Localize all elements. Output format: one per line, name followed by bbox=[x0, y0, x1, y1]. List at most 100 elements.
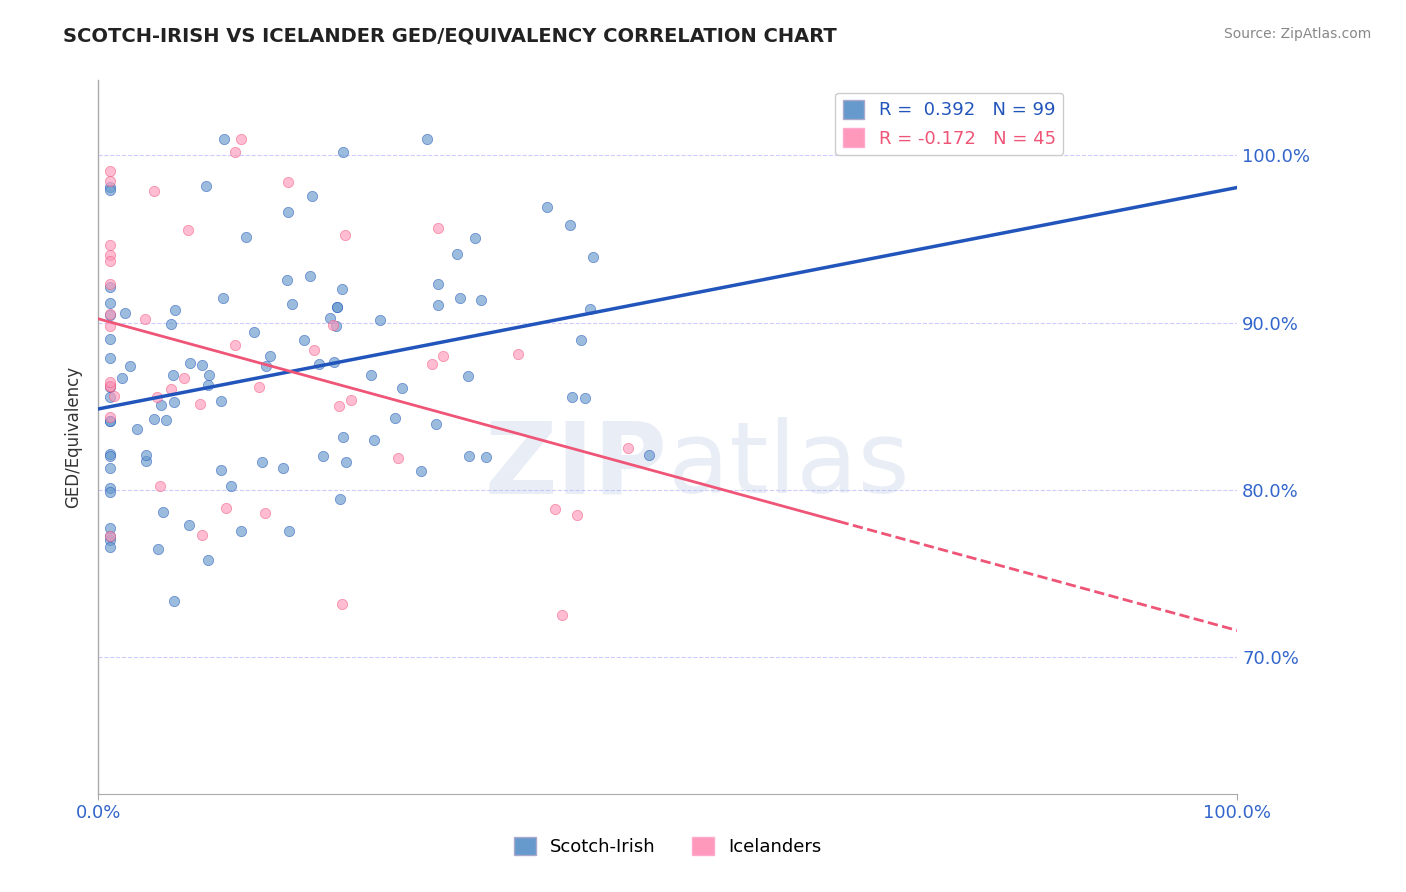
Point bbox=[561, 390, 583, 404]
Point bbox=[332, 430, 354, 444]
Point bbox=[256, 359, 278, 373]
Point bbox=[363, 434, 385, 448]
Point bbox=[212, 291, 235, 305]
Point bbox=[98, 307, 121, 321]
Point bbox=[98, 447, 121, 461]
Point bbox=[98, 410, 121, 425]
Point bbox=[114, 306, 136, 320]
Point bbox=[332, 145, 354, 159]
Text: atlas: atlas bbox=[668, 417, 910, 514]
Text: ZIP: ZIP bbox=[485, 417, 668, 514]
Point bbox=[160, 317, 183, 331]
Point bbox=[98, 318, 121, 333]
Point bbox=[160, 382, 183, 396]
Point bbox=[188, 397, 211, 411]
Point bbox=[301, 189, 323, 203]
Text: Source: ZipAtlas.com: Source: ZipAtlas.com bbox=[1223, 27, 1371, 41]
Legend: Scotch-Irish, Icelanders: Scotch-Irish, Icelanders bbox=[508, 830, 828, 863]
Point bbox=[98, 183, 121, 197]
Point bbox=[98, 391, 121, 405]
Point bbox=[420, 357, 443, 371]
Point bbox=[544, 501, 567, 516]
Point bbox=[432, 349, 454, 363]
Point bbox=[333, 227, 356, 242]
Point bbox=[281, 297, 304, 311]
Point bbox=[384, 410, 406, 425]
Point bbox=[197, 378, 219, 392]
Point bbox=[103, 389, 125, 403]
Point bbox=[98, 308, 121, 322]
Point bbox=[332, 597, 354, 611]
Point bbox=[302, 343, 325, 357]
Point bbox=[271, 460, 294, 475]
Point bbox=[163, 593, 186, 607]
Point bbox=[426, 298, 449, 312]
Point bbox=[292, 334, 315, 348]
Point bbox=[278, 524, 301, 539]
Point bbox=[259, 349, 281, 363]
Point bbox=[229, 524, 252, 539]
Point bbox=[340, 393, 363, 408]
Point bbox=[120, 359, 142, 374]
Point bbox=[135, 454, 157, 468]
Point bbox=[98, 238, 121, 252]
Point bbox=[243, 325, 266, 339]
Point bbox=[198, 368, 221, 383]
Point bbox=[277, 175, 299, 189]
Point bbox=[98, 449, 121, 463]
Point bbox=[247, 380, 270, 394]
Point bbox=[125, 422, 148, 436]
Point bbox=[143, 412, 166, 426]
Point bbox=[98, 164, 121, 178]
Point bbox=[98, 376, 121, 390]
Point bbox=[98, 380, 121, 394]
Point bbox=[177, 223, 200, 237]
Point bbox=[98, 179, 121, 194]
Point bbox=[387, 450, 409, 465]
Point bbox=[224, 338, 246, 352]
Point bbox=[335, 455, 357, 469]
Point bbox=[177, 517, 200, 532]
Point bbox=[458, 449, 481, 463]
Point bbox=[98, 529, 121, 543]
Point bbox=[98, 174, 121, 188]
Point bbox=[326, 300, 349, 314]
Point bbox=[155, 413, 177, 427]
Point bbox=[558, 218, 581, 232]
Point bbox=[98, 528, 121, 542]
Point bbox=[276, 273, 298, 287]
Point bbox=[98, 414, 121, 428]
Point bbox=[224, 145, 246, 160]
Point bbox=[457, 369, 479, 384]
Point bbox=[446, 247, 468, 261]
Point bbox=[449, 292, 471, 306]
Point bbox=[322, 355, 344, 369]
Point bbox=[98, 540, 121, 554]
Point bbox=[98, 296, 121, 310]
Point bbox=[194, 179, 217, 194]
Point bbox=[163, 302, 186, 317]
Point bbox=[551, 607, 574, 622]
Point bbox=[328, 399, 350, 413]
Point bbox=[329, 492, 352, 507]
Point bbox=[98, 485, 121, 500]
Y-axis label: GED/Equivalency: GED/Equivalency bbox=[65, 366, 83, 508]
Point bbox=[536, 200, 558, 214]
Point bbox=[253, 507, 276, 521]
Point bbox=[370, 313, 392, 327]
Point bbox=[98, 351, 121, 365]
Point bbox=[134, 312, 156, 326]
Point bbox=[135, 448, 157, 462]
Point bbox=[191, 527, 214, 541]
Point bbox=[427, 221, 450, 235]
Point bbox=[98, 481, 121, 495]
Point bbox=[98, 379, 121, 393]
Point bbox=[98, 332, 121, 346]
Point bbox=[162, 368, 184, 383]
Point bbox=[475, 450, 498, 465]
Point bbox=[149, 479, 172, 493]
Point bbox=[332, 282, 354, 296]
Point bbox=[277, 205, 299, 219]
Point bbox=[209, 393, 232, 408]
Point bbox=[143, 184, 166, 198]
